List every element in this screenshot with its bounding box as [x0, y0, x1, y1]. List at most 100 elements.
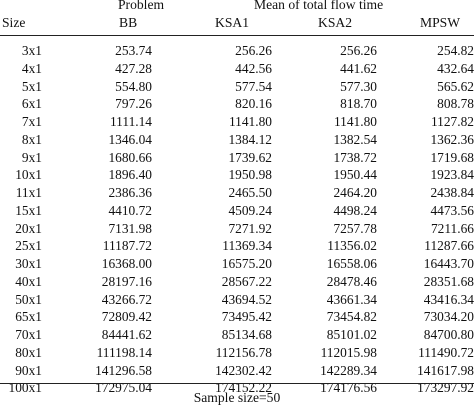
header-rule [0, 35, 474, 36]
size-cell: 9x1 [21, 149, 42, 165]
ksa2-cell: 1141.80 [333, 114, 377, 129]
mpsw-cell: 2438.84 [430, 185, 474, 200]
mpsw-cell: 1127.82 [430, 114, 474, 129]
header-problem-label: Problem [118, 0, 165, 12]
ksa1-cell: 1384.12 [228, 131, 272, 147]
mpsw-cell: 1719.68 [430, 149, 474, 165]
size-cell: 30x1 [15, 256, 42, 271]
mpsw-cell: 73034.20 [423, 309, 474, 325]
table-row: 40x1 28197.16 28567.22 28478.46 28351.68 [0, 273, 474, 291]
bb-cell: 427.28 [115, 60, 152, 76]
ksa2-cell: 1738.72 [333, 149, 377, 165]
ksa1-cell: 16575.20 [221, 256, 272, 271]
ksa2-cell: 441.62 [340, 60, 377, 76]
bb-cell: 141296.58 [95, 362, 152, 378]
table-row: 11x1 2386.36 2465.50 2464.20 2438.84 [0, 184, 474, 202]
ksa1-cell: 28567.22 [221, 273, 272, 289]
table-row: 65x1 72809.42 73495.42 73454.82 73034.20 [0, 308, 474, 326]
mpsw-cell: 432.64 [437, 60, 474, 76]
size-cell: 4x1 [21, 60, 42, 76]
size-cell: 40x1 [15, 273, 42, 289]
table-row: 7x1 1111.14 1141.80 1141.80 1127.82 [0, 113, 474, 131]
mpsw-cell: 111490.72 [418, 344, 474, 360]
ksa2-cell: 1950.44 [333, 167, 377, 183]
header-col-ksa2: KSA2 [318, 15, 352, 30]
ksa2-cell: 85101.02 [326, 327, 377, 342]
table-row: 6x1 797.26 820.16 818.70 808.78 [0, 95, 474, 113]
bb-cell: 72809.42 [101, 309, 152, 325]
table-row: 90x1 141296.58 142302.42 142289.34 141617.98 [0, 362, 474, 380]
ksa1-cell: 1739.62 [228, 149, 272, 165]
bb-cell: 1896.40 [108, 167, 152, 183]
bb-cell: 172975.04 [95, 380, 152, 396]
mpsw-cell: 84700.80 [423, 327, 474, 342]
ksa2-cell: 28478.46 [326, 273, 377, 289]
ksa1-cell: 4509.24 [228, 202, 272, 218]
mpsw-cell: 1362.36 [430, 131, 474, 147]
bb-cell: 253.74 [115, 43, 152, 58]
size-cell: 50x1 [15, 291, 42, 307]
size-cell: 100x1 [8, 380, 42, 396]
mpsw-cell: 808.78 [437, 96, 474, 112]
table-row: 15x1 4410.72 4509.24 4498.24 4473.56 [0, 202, 474, 220]
mpsw-cell: 16443.70 [423, 256, 474, 271]
ksa1-cell: 256.26 [235, 43, 272, 58]
bb-cell: 1346.04 [108, 131, 152, 147]
bb-cell: 1680.66 [108, 149, 152, 165]
ksa1-cell: 577.54 [235, 78, 272, 94]
ksa1-cell: 112156.78 [215, 344, 272, 360]
ksa1-cell: 142302.42 [215, 362, 272, 378]
bb-cell: 16368.00 [101, 256, 152, 271]
ksa2-cell: 4498.24 [333, 202, 377, 218]
mpsw-cell: 7211.66 [430, 220, 474, 236]
data-table: 3x1 253.74 256.26 256.26 254.82 4x1 427.28 442.… [0, 42, 474, 397]
table-row: 4x1 427.28 442.56 441.62 432.64 [0, 60, 474, 78]
size-cell: 15x1 [15, 202, 42, 218]
table-row: 3x1 253.74 256.26 256.26 254.82 [0, 42, 474, 60]
mpsw-cell: 28351.68 [423, 273, 474, 289]
table-row: 50x1 43266.72 43694.52 43661.34 43416.34 [0, 291, 474, 309]
bb-cell: 43266.72 [101, 291, 152, 307]
ksa1-cell: 73495.42 [221, 309, 272, 325]
mpsw-cell: 11287.66 [424, 238, 474, 254]
ksa2-cell: 73454.82 [326, 309, 377, 325]
size-cell: 8x1 [21, 131, 42, 147]
ksa2-cell: 16558.06 [326, 256, 377, 271]
ksa1-cell: 11369.34 [222, 238, 272, 254]
table-row: 80x1 111198.14 112156.78 112015.98 111490.72 [0, 344, 474, 362]
header-col-mpsw: MPSW [420, 15, 461, 30]
table-row: 8x1 1346.04 1384.12 1382.54 1362.36 [0, 131, 474, 149]
ksa1-cell: 442.56 [235, 60, 272, 76]
mpsw-cell: 4473.56 [430, 202, 474, 218]
bb-cell: 554.80 [115, 78, 152, 94]
ksa1-cell: 85134.68 [221, 327, 272, 342]
mpsw-cell: 1923.84 [430, 167, 474, 183]
mpsw-cell: 173297.92 [417, 380, 474, 396]
size-cell: 90x1 [15, 362, 42, 378]
size-cell: 65x1 [15, 309, 42, 325]
ksa2-cell: 142289.34 [320, 362, 377, 378]
size-cell: 80x1 [15, 344, 42, 360]
bb-cell: 797.26 [115, 96, 152, 112]
ksa1-cell: 174152.22 [215, 380, 272, 396]
table-row: 100x1 172975.04 174152.22 174176.56 173297.9… [0, 379, 474, 397]
bb-cell: 1111.14 [109, 114, 152, 129]
ksa1-cell: 43694.52 [221, 291, 272, 307]
mpsw-cell: 141617.98 [417, 362, 474, 378]
table-row: 9x1 1680.66 1739.62 1738.72 1719.68 [0, 149, 474, 167]
size-cell: 6x1 [21, 96, 42, 112]
ksa1-cell: 1950.98 [228, 167, 272, 183]
bb-cell: 84441.62 [101, 327, 152, 342]
ksa2-cell: 256.26 [340, 43, 377, 58]
ksa1-cell: 820.16 [235, 96, 272, 112]
table-row: 30x1 16368.00 16575.20 16558.06 16443.70 [0, 255, 474, 273]
sample-size-note: Sample size=50 [193, 390, 281, 405]
size-cell: 25x1 [15, 238, 42, 254]
size-cell: 10x1 [15, 167, 42, 183]
ksa2-cell: 11356.02 [327, 238, 377, 254]
size-cell: 3x1 [21, 43, 42, 58]
bb-cell: 111198.14 [96, 344, 152, 360]
ksa1-cell: 1141.80 [228, 114, 272, 129]
bottom-rule [0, 383, 474, 384]
